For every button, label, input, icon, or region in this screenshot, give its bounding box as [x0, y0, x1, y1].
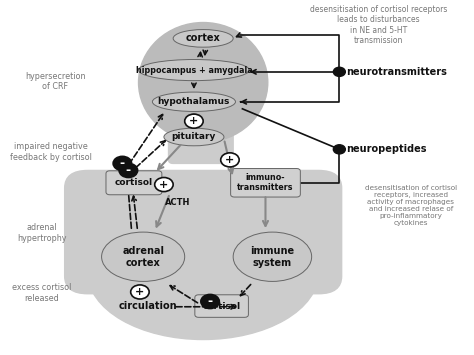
Text: +: +: [189, 116, 199, 126]
Text: pituitary: pituitary: [172, 132, 216, 142]
Text: circulation: circulation: [118, 301, 177, 311]
FancyArrowPatch shape: [237, 33, 241, 37]
Text: adrenal
cortex: adrenal cortex: [122, 246, 164, 268]
Circle shape: [221, 153, 239, 167]
FancyArrowPatch shape: [240, 284, 251, 296]
Text: immuno-
transmitters: immuno- transmitters: [237, 173, 294, 192]
Text: +: +: [225, 155, 235, 165]
Text: -: -: [120, 157, 125, 170]
Text: desensitisation of cortisol
receptors, increased
activity of macrophages
and inc: desensitisation of cortisol receptors, i…: [365, 185, 457, 225]
Text: +: +: [135, 287, 145, 297]
Circle shape: [201, 294, 219, 308]
FancyArrowPatch shape: [198, 52, 202, 57]
FancyArrowPatch shape: [191, 114, 196, 122]
Text: cortisol: cortisol: [202, 301, 241, 311]
Text: ACTH: ACTH: [165, 198, 191, 207]
FancyArrowPatch shape: [203, 50, 208, 55]
Text: hippocampus + amygdala: hippocampus + amygdala: [136, 66, 252, 75]
Circle shape: [131, 285, 149, 299]
Text: impaired negative
feedback by cortisol: impaired negative feedback by cortisol: [10, 142, 92, 162]
Text: +: +: [159, 180, 169, 190]
FancyArrowPatch shape: [263, 197, 268, 226]
Circle shape: [113, 156, 132, 170]
Text: -: -: [208, 295, 213, 308]
Text: neurotransmitters: neurotransmitters: [346, 67, 447, 77]
FancyArrowPatch shape: [124, 114, 163, 172]
Text: cortisol: cortisol: [115, 178, 153, 187]
FancyBboxPatch shape: [231, 169, 301, 197]
Ellipse shape: [138, 60, 249, 81]
Ellipse shape: [101, 232, 185, 282]
Circle shape: [119, 163, 137, 178]
Text: excess cortisol
released: excess cortisol released: [12, 283, 71, 302]
Ellipse shape: [233, 232, 311, 282]
Ellipse shape: [138, 22, 268, 142]
FancyArrowPatch shape: [225, 141, 233, 173]
Circle shape: [333, 145, 346, 154]
FancyArrowPatch shape: [191, 83, 196, 87]
Text: neuropeptides: neuropeptides: [346, 144, 427, 154]
Circle shape: [155, 178, 173, 192]
Ellipse shape: [164, 128, 224, 146]
FancyArrowPatch shape: [176, 305, 236, 309]
FancyBboxPatch shape: [64, 170, 342, 294]
Text: desensitisation of cortisol receptors
leads to disturbances
in NE and 5-HT
trans: desensitisation of cortisol receptors le…: [310, 5, 447, 45]
FancyArrowPatch shape: [252, 70, 256, 74]
Text: adrenal
hypertrophy: adrenal hypertrophy: [17, 223, 66, 243]
Circle shape: [333, 67, 346, 76]
Ellipse shape: [88, 206, 319, 339]
Text: hypersecretion
of CRF: hypersecretion of CRF: [25, 72, 86, 91]
FancyBboxPatch shape: [169, 121, 233, 163]
Ellipse shape: [173, 29, 233, 47]
FancyArrowPatch shape: [138, 285, 143, 293]
FancyArrowPatch shape: [132, 196, 137, 228]
Text: hypothalamus: hypothalamus: [158, 97, 230, 106]
Text: -: -: [126, 164, 131, 177]
Ellipse shape: [152, 92, 236, 111]
Text: immune
system: immune system: [250, 246, 294, 268]
FancyBboxPatch shape: [106, 171, 162, 195]
Text: cortex: cortex: [186, 33, 220, 43]
FancyArrowPatch shape: [158, 145, 181, 169]
FancyArrowPatch shape: [128, 194, 131, 228]
Circle shape: [185, 114, 203, 128]
FancyArrowPatch shape: [170, 286, 198, 303]
FancyArrowPatch shape: [129, 141, 165, 174]
FancyArrowPatch shape: [156, 196, 169, 226]
FancyArrowPatch shape: [241, 99, 246, 104]
FancyBboxPatch shape: [195, 295, 248, 317]
